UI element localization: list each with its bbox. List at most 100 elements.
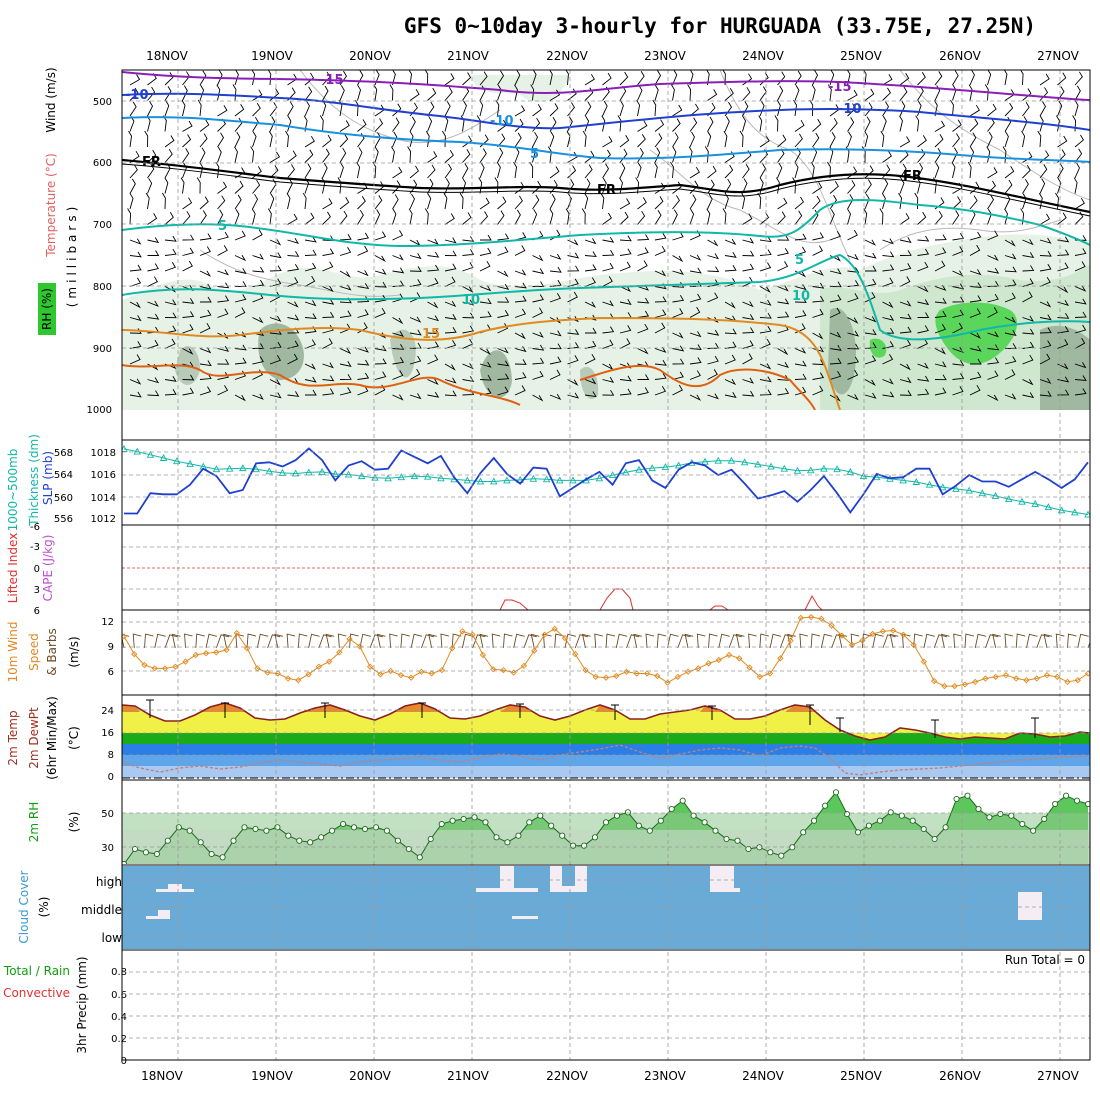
wind-barb bbox=[952, 347, 964, 354]
wind-barb bbox=[987, 344, 1000, 351]
wind-barb bbox=[584, 277, 596, 287]
wind-barb bbox=[934, 284, 947, 291]
wind-barb bbox=[462, 135, 473, 148]
wind-barb bbox=[391, 146, 395, 163]
wind-barb bbox=[672, 295, 685, 303]
wind-barb bbox=[497, 210, 505, 225]
band-4-8 bbox=[122, 755, 1090, 766]
wind-barb bbox=[182, 387, 195, 396]
wind-barb bbox=[180, 177, 185, 194]
wind-barb bbox=[269, 165, 279, 179]
wind-barb bbox=[1057, 100, 1063, 117]
wind-barb bbox=[899, 115, 903, 132]
wind-barb bbox=[759, 163, 767, 179]
ylabel-rh: RH (%) bbox=[40, 288, 54, 330]
wind-speed-point bbox=[961, 681, 969, 688]
wind-barb bbox=[934, 324, 947, 334]
wind-barb bbox=[269, 151, 281, 163]
rh-point bbox=[876, 817, 883, 824]
rh-point bbox=[427, 835, 434, 843]
rh-point bbox=[734, 837, 741, 844]
tick-label: 500 bbox=[93, 97, 112, 108]
wind-barb bbox=[374, 146, 379, 163]
wind10-barb bbox=[400, 633, 410, 649]
wind-barb bbox=[129, 301, 141, 309]
wind-barb bbox=[689, 166, 700, 179]
wind-barb bbox=[497, 283, 510, 290]
wind-barb bbox=[1074, 134, 1085, 148]
wind-barb bbox=[1093, 361, 1100, 366]
rh-point bbox=[679, 797, 686, 804]
wind-speed-point bbox=[664, 679, 671, 686]
wind-barb bbox=[129, 74, 141, 86]
wind-barb bbox=[742, 340, 754, 349]
ylabel-2m-temp: 2m Temp bbox=[6, 710, 20, 765]
wind-barb bbox=[1004, 356, 1017, 365]
rh-point bbox=[997, 810, 1004, 818]
wind-barb bbox=[514, 84, 518, 101]
wind-barb bbox=[1022, 151, 1033, 163]
wind-barb bbox=[1039, 115, 1044, 132]
wind-barb bbox=[969, 269, 982, 276]
wind-barb bbox=[147, 377, 160, 384]
wind-barb bbox=[161, 192, 166, 210]
wind-barb bbox=[549, 208, 554, 225]
wind-barb bbox=[739, 130, 744, 148]
wind-speed-point bbox=[490, 666, 497, 673]
wind-barb bbox=[672, 231, 684, 241]
wind-barb bbox=[199, 360, 212, 367]
rh-point bbox=[635, 822, 642, 829]
wind-barb bbox=[602, 236, 615, 243]
tick-label: 1000 bbox=[87, 405, 112, 416]
wind-barb bbox=[322, 298, 335, 305]
wind-barb bbox=[234, 194, 242, 210]
wind-barbs bbox=[127, 70, 1100, 402]
wind-barb bbox=[392, 117, 400, 132]
date-label: 22NOV bbox=[546, 1069, 588, 1083]
wind10-barb bbox=[564, 633, 576, 649]
contour-label: -15 bbox=[320, 73, 344, 88]
wind-barb bbox=[514, 132, 522, 148]
wind-barb bbox=[707, 355, 719, 365]
wind-barb bbox=[1039, 314, 1052, 321]
wind-barb bbox=[497, 70, 505, 86]
wind-barb bbox=[567, 355, 579, 365]
wind-barb bbox=[427, 378, 439, 385]
wind-barb bbox=[777, 261, 789, 272]
wind-barb bbox=[164, 248, 177, 256]
wind10-barb bbox=[684, 633, 694, 649]
wind-barb bbox=[392, 208, 397, 225]
wind-barb bbox=[462, 163, 469, 179]
wind-barb bbox=[497, 147, 504, 163]
wind-speed-point bbox=[572, 650, 579, 658]
wind-barb bbox=[847, 180, 856, 194]
tick-label: 8 bbox=[108, 750, 114, 761]
wind-barb bbox=[321, 177, 326, 194]
wind-speed-point bbox=[366, 663, 374, 670]
rh-point bbox=[296, 837, 303, 844]
wind-barb bbox=[252, 131, 257, 148]
rh-point bbox=[1084, 800, 1090, 808]
wind-barb bbox=[462, 376, 475, 383]
wind-speed-point bbox=[459, 628, 466, 635]
wind-barb bbox=[812, 195, 821, 210]
rh-point bbox=[274, 824, 281, 831]
wind-barb bbox=[1022, 88, 1032, 101]
wind-barb bbox=[269, 355, 282, 365]
date-label: 19NOV bbox=[251, 1069, 293, 1083]
wind-barb bbox=[742, 101, 749, 117]
wind-barb bbox=[532, 268, 545, 275]
wind-barb bbox=[462, 236, 475, 242]
wind-speed-point bbox=[879, 628, 887, 635]
wind-barb bbox=[707, 116, 714, 132]
wind-speed-markers bbox=[122, 613, 1090, 690]
wind-barb bbox=[969, 195, 978, 210]
thickness-point bbox=[489, 477, 498, 485]
wind-barb bbox=[619, 325, 632, 334]
contour-label: 10 bbox=[792, 289, 810, 304]
wind-barb bbox=[532, 70, 537, 86]
tick-label: 6 bbox=[34, 606, 40, 617]
wind-barb bbox=[444, 150, 454, 163]
wind-barb bbox=[933, 100, 938, 117]
wind-barb bbox=[549, 393, 562, 401]
